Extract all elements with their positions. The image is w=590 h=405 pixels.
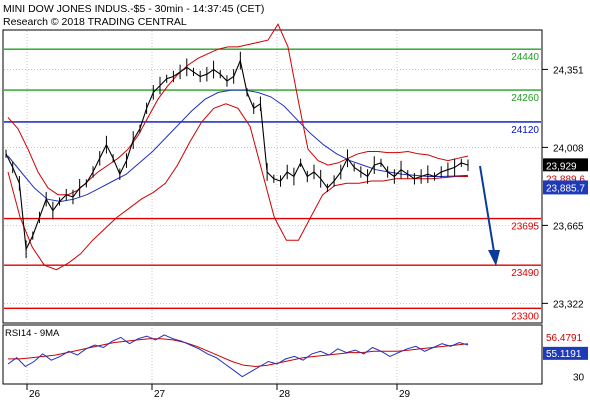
y-tick-label: 23,322 <box>553 299 584 310</box>
x-tick-label: 27 <box>154 389 166 400</box>
x-tick-label: 26 <box>29 389 41 400</box>
price-line <box>5 58 469 252</box>
level-label-23490: 23490 <box>511 268 539 279</box>
levels: 24440 24260 24120 23695 23490 23300 <box>4 48 541 322</box>
last-price-label-bg <box>543 158 588 173</box>
y-tick-label: 24,008 <box>553 143 584 154</box>
level-label-24440: 24440 <box>511 52 539 63</box>
x-tick-label: 29 <box>399 389 411 400</box>
chart-copyright: Research © 2018 TRADING CENTRAL <box>3 16 187 28</box>
level-label-24260: 24260 <box>511 93 539 104</box>
rsi-line <box>7 334 469 378</box>
level-label-23300: 23300 <box>511 311 539 322</box>
ma-value-label: 23,885.7 <box>546 183 585 194</box>
ma-value-label-bg <box>543 180 588 195</box>
rsi-value-label: 55.1191 <box>546 349 582 360</box>
rsi-ma-value-label: 56.4791 <box>546 333 583 344</box>
axes: 26 27 28 29 24,351 24,008 23,665 23,322 23,929 23… <box>26 65 588 400</box>
x-tick-label: 28 <box>279 389 291 400</box>
forecast-arrow <box>479 165 500 266</box>
bollinger-value-label: 23,889.6 <box>546 174 585 185</box>
level-label-23695: 23695 <box>511 222 539 233</box>
level-label-24120: 24120 <box>511 125 539 136</box>
rsi-value-bg <box>543 346 588 360</box>
last-price-label: 23,929 <box>546 161 577 172</box>
series <box>5 23 469 378</box>
y-tick-label: 23,665 <box>553 221 584 232</box>
grid <box>4 31 541 383</box>
chart-title: MINI DOW JONES INDUS.-$5 - 30min - 14:37… <box>3 3 264 15</box>
rsi-label: RSI14 - 9MA <box>5 328 60 339</box>
rsi-panel-frame <box>2 324 543 385</box>
y-tick-label: 24,351 <box>553 65 584 76</box>
bollinger-lower-line <box>7 103 468 271</box>
main-panel-frame <box>2 29 543 324</box>
rsi-ma-line <box>8 338 469 368</box>
moving-average-line <box>7 89 469 203</box>
rsi-y-tick-label: 30 <box>573 373 585 384</box>
rsi-ma-value-bg <box>543 331 588 345</box>
